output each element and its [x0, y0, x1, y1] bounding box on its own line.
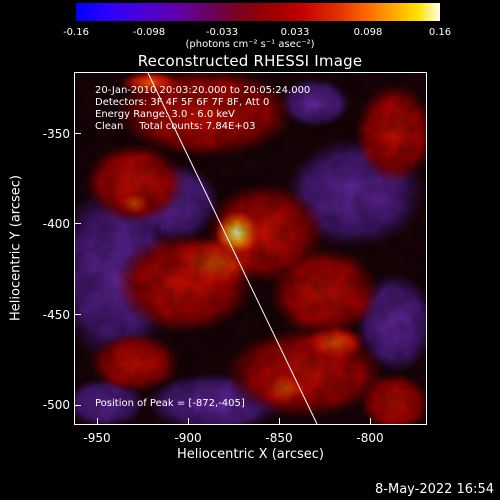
- colorbar-tick: 0.098: [353, 27, 383, 38]
- colorbar-tick: -0.098: [132, 27, 166, 38]
- colorbar-tick: 0.16: [428, 27, 452, 38]
- x-tick-label: -900: [174, 431, 202, 445]
- x-tick-mark: [370, 418, 371, 424]
- x-tick-mark: [279, 418, 280, 424]
- detectors: Detectors: 3F 4F 5F 6F 7F 8F, Att 0: [95, 97, 270, 108]
- y-tick-label: -400: [42, 217, 70, 231]
- colorbar-units: (photons cm⁻² s⁻¹ asec⁻²): [185, 39, 315, 50]
- peak-position: Position of Peak = [-872,-405]: [95, 398, 245, 409]
- colorbar: [76, 3, 440, 21]
- y-tick-mark: [75, 223, 81, 224]
- x-tick-label: -800: [356, 431, 384, 445]
- y-tick-label: -350: [42, 127, 70, 141]
- x-tick-label: -950: [83, 431, 111, 445]
- x-tick-mark: [188, 418, 189, 424]
- y-tick-mark: [75, 314, 81, 315]
- x-tick-label: -850: [265, 431, 293, 445]
- y-tick-mark: [75, 405, 81, 406]
- footer-date: 8-May-2022 16:54: [375, 482, 494, 497]
- x-tick-mark: [97, 418, 98, 424]
- clean-total-counts: Clean Total counts: 7.84E+03: [95, 121, 256, 132]
- solar-limb: [147, 73, 318, 424]
- colorbar-tick: -0.033: [205, 27, 239, 38]
- time-range: 20-Jan-2010 20:03:20.000 to 20:05:24.000: [95, 85, 311, 96]
- rhessi-image: [74, 72, 427, 425]
- colorbar-tick: 0.033: [280, 27, 310, 38]
- y-tick-label: -450: [42, 308, 70, 322]
- y-axis-label: Heliocentric Y (arcsec): [8, 175, 24, 321]
- x-axis-label: Heliocentric X (arcsec): [177, 447, 324, 462]
- y-tick-mark: [75, 133, 81, 134]
- y-tick-label: -500: [42, 398, 70, 412]
- plot-title: Reconstructed RHESSI Image: [137, 52, 363, 70]
- energy-range: Energy Range: 3.0 - 6.0 keV: [95, 109, 235, 120]
- colorbar-tick: -0.16: [63, 27, 89, 38]
